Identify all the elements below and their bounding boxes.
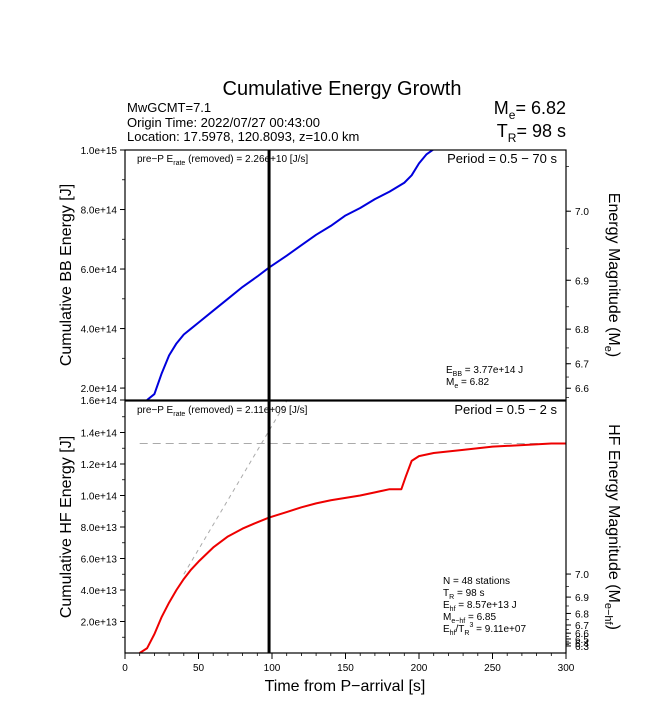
hf-prep-text: pre−P Erate (removed) = 2.11e+09 [J/s]	[137, 405, 308, 418]
hf-y2tick-label: 6.9	[575, 593, 589, 604]
bb-energy-line	[146, 150, 435, 400]
hf-y2tick-label: 6.8	[575, 609, 589, 620]
hf-period: Period = 0.5 − 2 s	[454, 402, 557, 417]
bb-ytick-label: 6.0e+14	[81, 265, 118, 276]
bb-prep-text: pre−P Erate (removed) = 2.26e+10 [J/s]	[137, 154, 308, 167]
hf-y2tick-label: 7.0	[575, 570, 589, 581]
summary-tr: TR= 98 s	[497, 121, 566, 145]
bb-ytick-label: 2.0e+14	[81, 384, 118, 395]
hf-xlabel: Time from P−arrival [s]	[265, 678, 426, 695]
bb-y2tick-label: 7.0	[575, 207, 589, 218]
hf-panel-frame	[124, 400, 567, 654]
hf-xtick-label: 150	[337, 663, 354, 674]
hf-xtick-label: 0	[122, 663, 128, 674]
hf-xtick-label: 50	[193, 663, 205, 674]
hf-ytick-label: 1.4e+14	[81, 429, 118, 440]
bb-ytick-label: 8.0e+14	[81, 206, 118, 217]
bb-y2label: Energy Magnitude (Me)	[602, 193, 622, 357]
bb-energy-axes: 1.6e+142.0e+14 4.0e+14 6.0e+14 8.0e+14 1.0e+…	[81, 146, 590, 407]
hf-annotation: Ehf = 8.57e+13 J	[443, 600, 517, 613]
bb-y2tick-label: 6.7	[575, 360, 589, 371]
hf-energy-axes: 2.0e+13 4.0e+13 6.0e+13 8.0e+13 1.0e+14 1.2e+…	[81, 416, 589, 674]
hf-ytick-label: 6.0e+13	[81, 555, 118, 566]
bb-ytick-label: 1.0e+15	[81, 146, 118, 157]
svg-text:Me= 6.82: Me= 6.82	[494, 98, 566, 122]
hf-y2tick-label: 6.6	[575, 629, 589, 640]
hf-y2tick-label: 6.3	[575, 642, 589, 653]
svg-text:TR= 98 s: TR= 98 s	[497, 121, 566, 145]
hf-xtick-label: 250	[484, 663, 501, 674]
bb-ytick-label: 4.0e+14	[81, 325, 118, 336]
hf-annotation: N = 48 stations	[443, 576, 510, 587]
hf-annotation: TR = 98 s	[443, 588, 484, 601]
event-location: Location: 17.5978, 120.8093, z=10.0 km	[127, 129, 359, 144]
event-magnitude: MwGCMT=7.1	[127, 100, 211, 115]
bb-annotations: EBB = 3.77e+14 JMe = 6.82	[446, 365, 523, 390]
hf-annotation: Me−hf = 6.85	[443, 612, 496, 625]
bb-period: Period = 0.5 − 70 s	[447, 151, 557, 166]
hf-annotation: Ehf/TR3 = 9.11e+07	[443, 622, 526, 637]
summary-me: Me= 6.82	[494, 98, 566, 122]
hf-ytick-label: 4.0e+13	[81, 586, 118, 597]
hf-ytick-label: 8.0e+13	[81, 523, 118, 534]
hf-y2tick-label: 6.5	[575, 635, 589, 646]
chart-title: Cumulative Energy Growth	[223, 78, 462, 100]
hf-energy-series	[139, 442, 566, 653]
bb-energy-panel: 1.6e+142.0e+14 4.0e+14 6.0e+14 8.0e+14 1.0e+…	[58, 146, 622, 407]
hf-xtick-label: 100	[264, 663, 281, 674]
bb-annotation: Me = 6.82	[446, 377, 490, 390]
bb-panel-frame	[124, 149, 567, 401]
hf-ytick-label: 1.0e+14	[81, 492, 118, 503]
hf-ylabel: Cumulative HF Energy [J]	[58, 436, 75, 618]
hf-xtick-label: 300	[558, 663, 575, 674]
bb-ylabel: Cumulative BB Energy [J]	[58, 184, 75, 366]
hf-reference-lines	[139, 401, 566, 575]
hf-energy-panel: 2.0e+13 4.0e+13 6.0e+13 8.0e+13 1.0e+14 1.2e+…	[58, 400, 622, 695]
bb-ytick-label: 1.6e+14	[81, 396, 118, 407]
hf-xtick-label: 200	[411, 663, 428, 674]
hf-ytick-label: 1.2e+14	[81, 460, 118, 471]
bb-y2tick-label: 6.6	[575, 384, 589, 395]
event-origin-time: Origin Time: 2022/07/27 00:43:00	[127, 115, 320, 130]
hf-y2tick-label: 6.4	[575, 639, 589, 650]
bb-energy-series	[146, 150, 435, 400]
hf-energy-line	[139, 442, 566, 653]
hf-y2tick-label: 6.7	[575, 621, 589, 632]
hf-ytick-label: 2.0e+13	[81, 618, 118, 629]
hf-y2label: HF Energy Magnitude (Me−hf)	[602, 424, 622, 630]
bb-y2tick-label: 6.8	[575, 325, 589, 336]
bb-y2tick-label: 6.9	[575, 276, 589, 287]
bb-annotation: EBB = 3.77e+14 J	[446, 365, 523, 378]
hf-slope-line	[183, 401, 288, 575]
